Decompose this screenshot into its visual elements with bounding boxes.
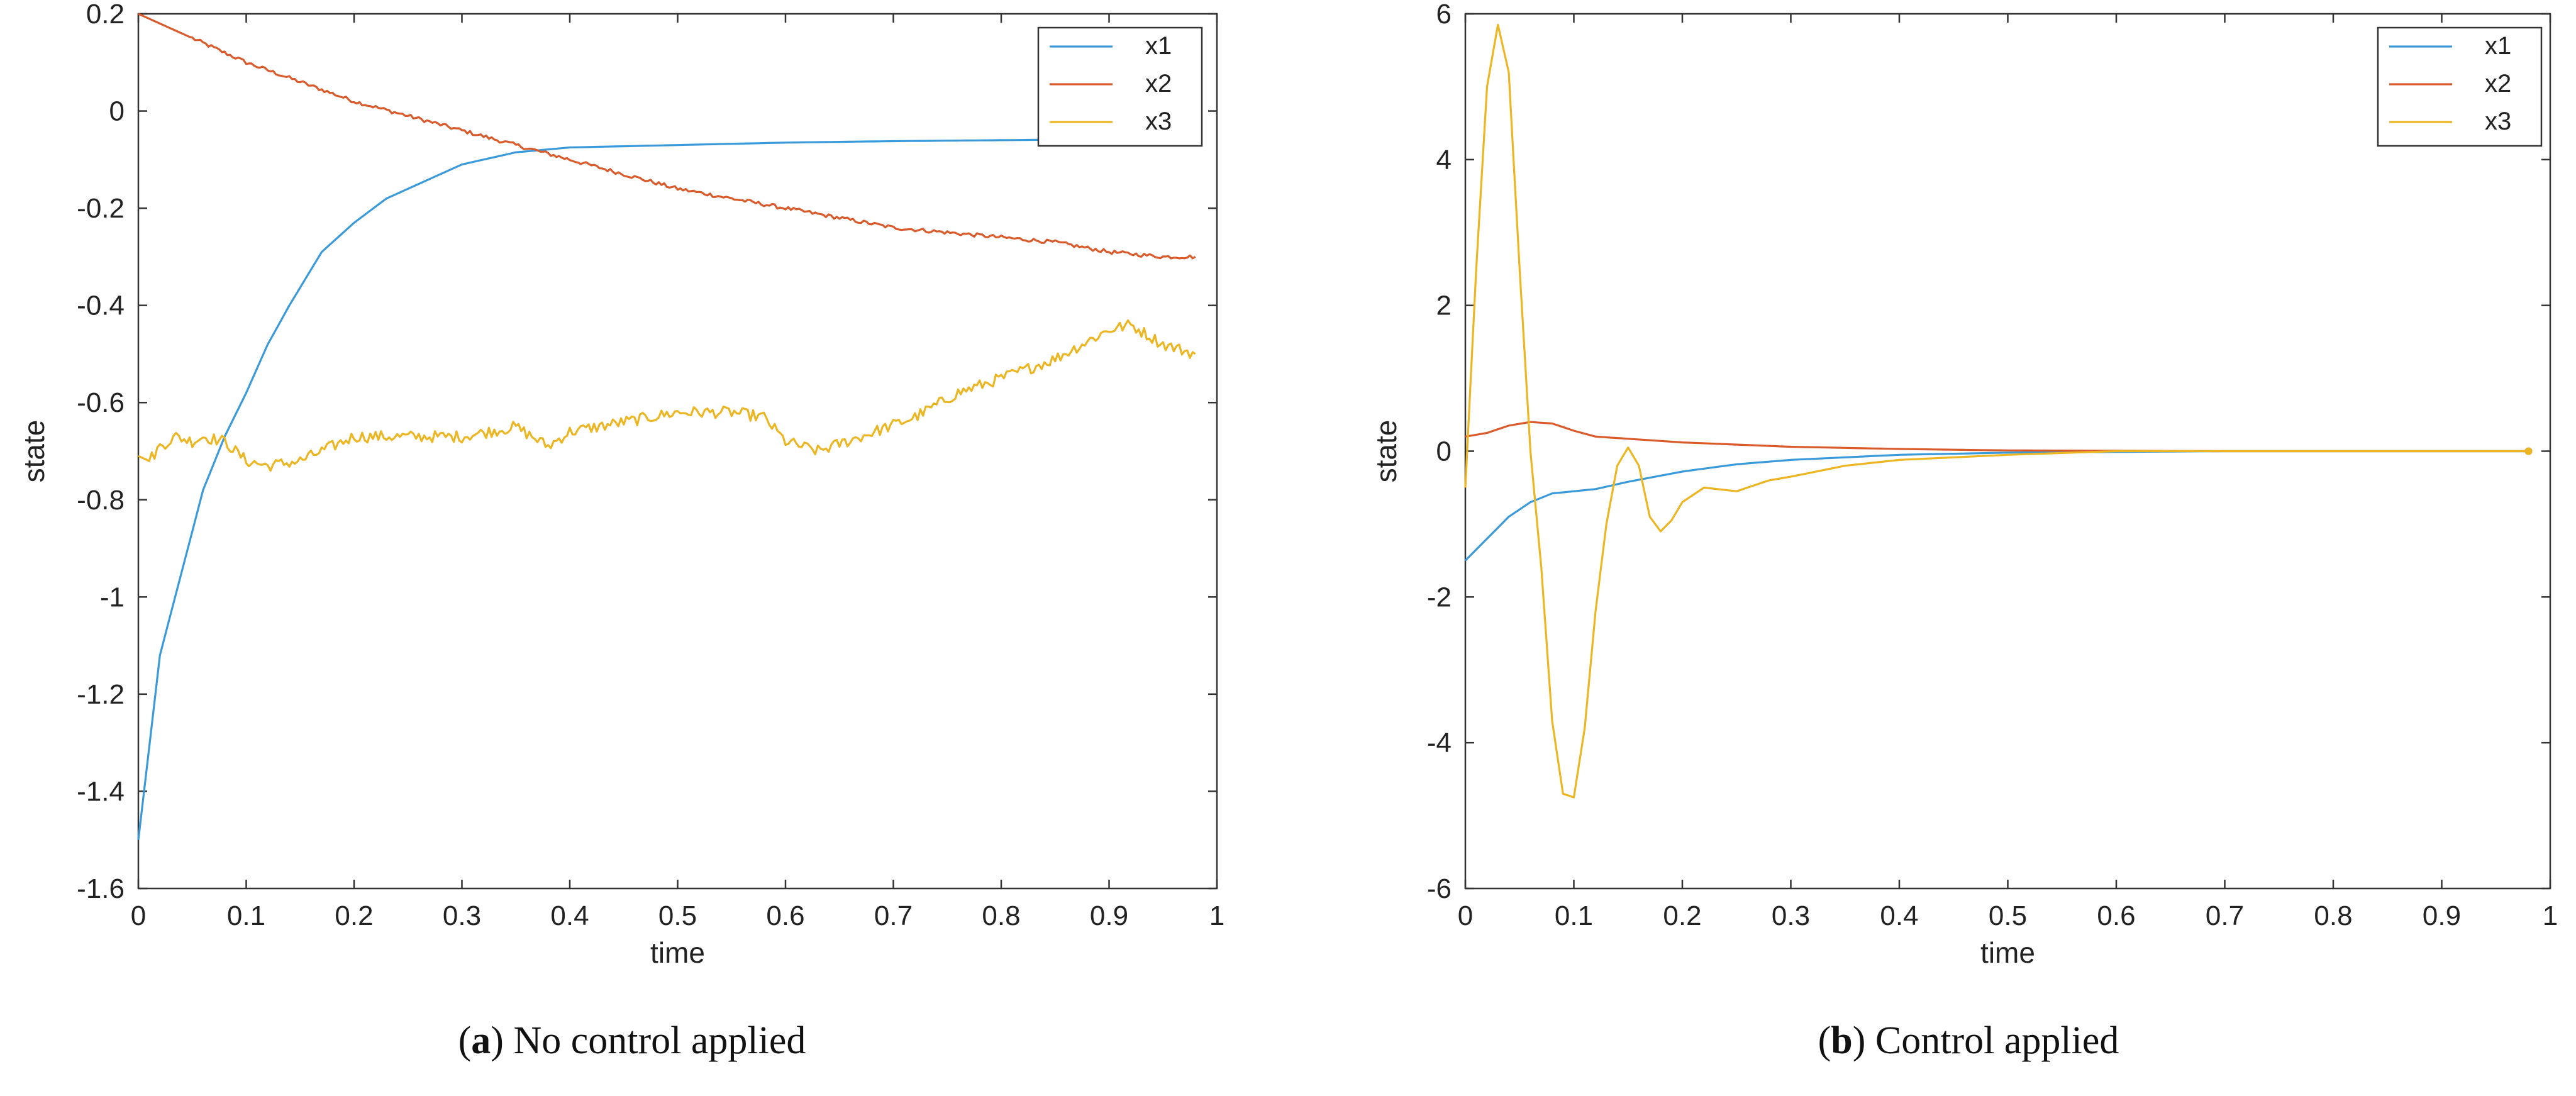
y-tick-label: -1.2 <box>77 679 125 710</box>
x-tick-label: 1 <box>1209 900 1224 931</box>
x-tick-label: 0 <box>1458 900 1473 931</box>
x-tick-label: 0.8 <box>2314 900 2352 931</box>
y-tick-label: 4 <box>1436 145 1452 175</box>
caption-a-letter: a <box>471 1019 491 1062</box>
caption-b-text: Control applied <box>1875 1019 2119 1062</box>
y-tick-label: -2 <box>1427 582 1452 612</box>
y-tick-label: 0.2 <box>86 0 125 30</box>
x-tick-label: 0.3 <box>1772 900 1810 931</box>
x-tick-label: 0.6 <box>2097 900 2135 931</box>
legend-label-x2: x2 <box>2485 70 2511 97</box>
x-tick-label: 0.7 <box>874 900 913 931</box>
x-tick-label: 0.9 <box>2423 900 2461 931</box>
x-tick-label: 0.6 <box>766 900 804 931</box>
caption-b: (b) Control applied <box>1818 1019 2119 1062</box>
x-axis-label: time <box>1980 936 2035 969</box>
x-tick-label: 0.8 <box>982 900 1020 931</box>
y-tick-label: -1.4 <box>77 776 125 807</box>
x-tick-label: 0.7 <box>2206 900 2244 931</box>
y-tick-label: -0.4 <box>77 291 125 321</box>
caption-b-letter: b <box>1831 1019 1853 1062</box>
x-tick-label: 1 <box>2543 900 2558 931</box>
y-axis-label: state <box>18 420 50 483</box>
x-tick-label: 0.2 <box>335 900 373 931</box>
series-x3-line <box>138 319 1196 472</box>
series-x1-line <box>137 138 1196 840</box>
legend-label-x1: x1 <box>1145 32 1172 60</box>
y-tick-label: -6 <box>1427 873 1452 904</box>
legend-label-x1: x1 <box>2485 32 2511 60</box>
y-tick-label: 2 <box>1436 291 1452 321</box>
x-tick-label: 0.5 <box>658 900 697 931</box>
chart-a: 0 0.1 0.2 0.3 0.4 0.5 0.6 0.7 0.8 0.9 1 0.2 0 -0.2 -0.… <box>18 0 1224 969</box>
y-tick-label: -4 <box>1427 728 1452 758</box>
legend-label-x3: x3 <box>1145 108 1172 135</box>
series-x3-endpoint <box>2524 447 2533 455</box>
y-tick-label: 0 <box>1436 436 1452 467</box>
x-tick-label: 0.4 <box>550 900 589 931</box>
x-tick-label: 0.2 <box>1663 900 1701 931</box>
x-tick-label: 0.5 <box>1989 900 2027 931</box>
x-tick-label: 0.1 <box>1555 900 1593 931</box>
series-x2-line <box>138 13 1196 260</box>
x-tick-label: 0.4 <box>1880 900 1918 931</box>
chart-b: 0 0.1 0.2 0.3 0.4 0.5 0.6 0.7 0.8 0.9 1 6 4 2 0 -2 -4 -6 t… <box>1370 0 2558 969</box>
x-tick-label: 0.1 <box>227 900 265 931</box>
y-tick-label: 6 <box>1436 0 1452 30</box>
y-tick-label: -1.6 <box>77 873 125 904</box>
x-axis-label: time <box>650 936 705 969</box>
y-tick-label: -1 <box>100 582 125 612</box>
series-x2-line <box>1465 421 2529 453</box>
series-x3-line <box>1464 23 2529 799</box>
x-tick-label: 0.3 <box>443 900 481 931</box>
y-tick-label: -0.8 <box>77 485 125 516</box>
y-tick-label: -0.6 <box>77 387 125 418</box>
series-x1-line <box>1464 450 2529 562</box>
legend-box <box>2377 26 2543 147</box>
caption-a-text: No control applied <box>513 1019 806 1062</box>
y-tick-label: -0.2 <box>77 193 125 224</box>
legend-label-x3: x3 <box>2485 108 2511 135</box>
x-tick-label: 0.9 <box>1090 900 1128 931</box>
legend-box <box>1037 26 1203 147</box>
y-tick-label: 0 <box>109 96 125 127</box>
y-axis-label: state <box>1370 420 1402 483</box>
x-tick-label: 0 <box>131 900 146 931</box>
legend-label-x2: x2 <box>1145 70 1172 97</box>
caption-a: (a) No control applied <box>458 1019 806 1062</box>
